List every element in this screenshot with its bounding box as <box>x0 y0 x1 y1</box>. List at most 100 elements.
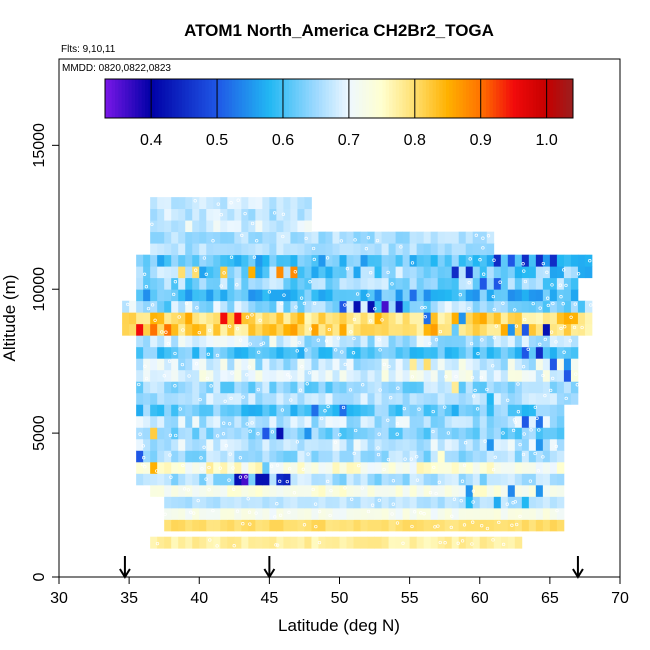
heatmap-cell <box>311 404 319 417</box>
heatmap-cell <box>276 289 284 302</box>
heatmap-cell <box>241 392 249 405</box>
heatmap-cell <box>395 346 404 359</box>
heatmap-cell <box>136 404 144 417</box>
heatmap-cell <box>220 461 228 474</box>
heatmap-cell <box>304 415 312 428</box>
heatmap-cell <box>283 346 291 359</box>
heatmap-cell <box>185 358 193 371</box>
heatmap-cell <box>332 358 340 371</box>
heatmap-cell <box>563 346 572 359</box>
heatmap-cell <box>276 197 284 210</box>
heatmap-cell <box>451 496 460 509</box>
heatmap-cell <box>395 277 404 290</box>
sample-point <box>423 315 427 319</box>
heatmap-cell <box>122 312 130 325</box>
heatmap-cell <box>367 254 375 267</box>
heatmap-cell <box>423 369 432 382</box>
heatmap-cell <box>423 427 432 440</box>
heatmap-cell <box>255 266 263 279</box>
heatmap-cell <box>360 266 368 279</box>
sample-point <box>333 440 338 444</box>
sample-point <box>352 317 357 322</box>
sample-point <box>580 325 584 330</box>
sample-point <box>366 293 370 297</box>
heatmap-cell <box>332 473 340 486</box>
heatmap-cell <box>311 243 319 256</box>
sample-point <box>501 431 505 435</box>
colorbar-segment <box>365 79 370 118</box>
heatmap-cell <box>311 507 319 520</box>
heatmap-cell <box>465 289 474 302</box>
heatmap-cell <box>241 197 249 210</box>
sample-point <box>247 510 252 514</box>
heatmap-cell <box>248 392 256 405</box>
colorbar-segment <box>105 79 109 118</box>
heatmap-cell <box>563 369 572 382</box>
heatmap-cell <box>444 346 453 359</box>
sample-point <box>211 508 215 513</box>
heatmap-cell <box>535 277 544 290</box>
heatmap-cell <box>507 461 516 474</box>
heatmap-cell <box>549 300 558 313</box>
sample-point <box>155 541 160 546</box>
sample-point <box>144 376 149 381</box>
heatmap-cell <box>360 473 368 486</box>
heatmap-cell <box>423 346 432 359</box>
heatmap-cell <box>521 266 530 279</box>
heatmap-cell <box>248 277 256 290</box>
sample-point <box>273 515 277 519</box>
heatmap-cell <box>374 519 382 532</box>
heatmap-cell <box>248 243 256 256</box>
heatmap-cell <box>262 358 270 371</box>
colorbar-segment <box>208 79 213 118</box>
heatmap-cell <box>570 369 579 382</box>
colorbar-segment <box>532 79 537 118</box>
heatmap-cell <box>290 381 298 394</box>
heatmap-cell <box>185 381 193 394</box>
heatmap-cell <box>395 461 404 474</box>
sample-point <box>485 526 490 531</box>
heatmap-cell <box>556 369 565 382</box>
heatmap-cell <box>220 312 228 325</box>
heatmap-cell <box>402 404 411 417</box>
heatmap-cell <box>178 197 186 210</box>
sample-point <box>395 432 399 436</box>
heatmap-cell <box>262 335 270 348</box>
sample-point <box>382 467 386 472</box>
heatmap-cell <box>556 335 565 348</box>
heatmap-cell <box>185 461 193 474</box>
heatmap-cell <box>388 346 396 359</box>
sample-point <box>352 336 356 341</box>
sample-point <box>142 272 147 276</box>
heatmap-cell <box>143 461 151 474</box>
heatmap-cell <box>276 220 284 233</box>
heatmap-cell <box>465 243 474 256</box>
heatmap-cell <box>199 536 207 549</box>
heatmap-cell <box>570 358 579 371</box>
heatmap-cell <box>213 358 221 371</box>
sample-point <box>166 342 171 346</box>
heatmap-cell <box>304 358 312 371</box>
heatmap-cell <box>353 266 361 279</box>
sample-point <box>278 479 282 483</box>
heatmap-cell <box>493 300 502 313</box>
heatmap-cell <box>171 415 179 428</box>
heatmap-cell <box>458 266 467 279</box>
heatmap-cell <box>472 404 481 417</box>
heatmap-cell <box>262 450 270 463</box>
sample-point <box>282 293 286 297</box>
sample-point <box>245 315 250 319</box>
heatmap-cell <box>423 536 432 549</box>
heatmap-cell <box>276 335 284 348</box>
heatmap-cell <box>297 461 305 474</box>
sample-point <box>245 373 249 377</box>
heatmap-cell <box>255 197 263 210</box>
heatmap-cell <box>486 369 495 382</box>
heatmap-cell <box>500 289 509 302</box>
heatmap-cell <box>171 369 179 382</box>
heatmap-cell <box>381 369 389 382</box>
sample-point <box>471 500 475 504</box>
sample-point <box>202 256 207 260</box>
sample-point <box>533 451 537 456</box>
colorbar-segment <box>469 79 474 118</box>
